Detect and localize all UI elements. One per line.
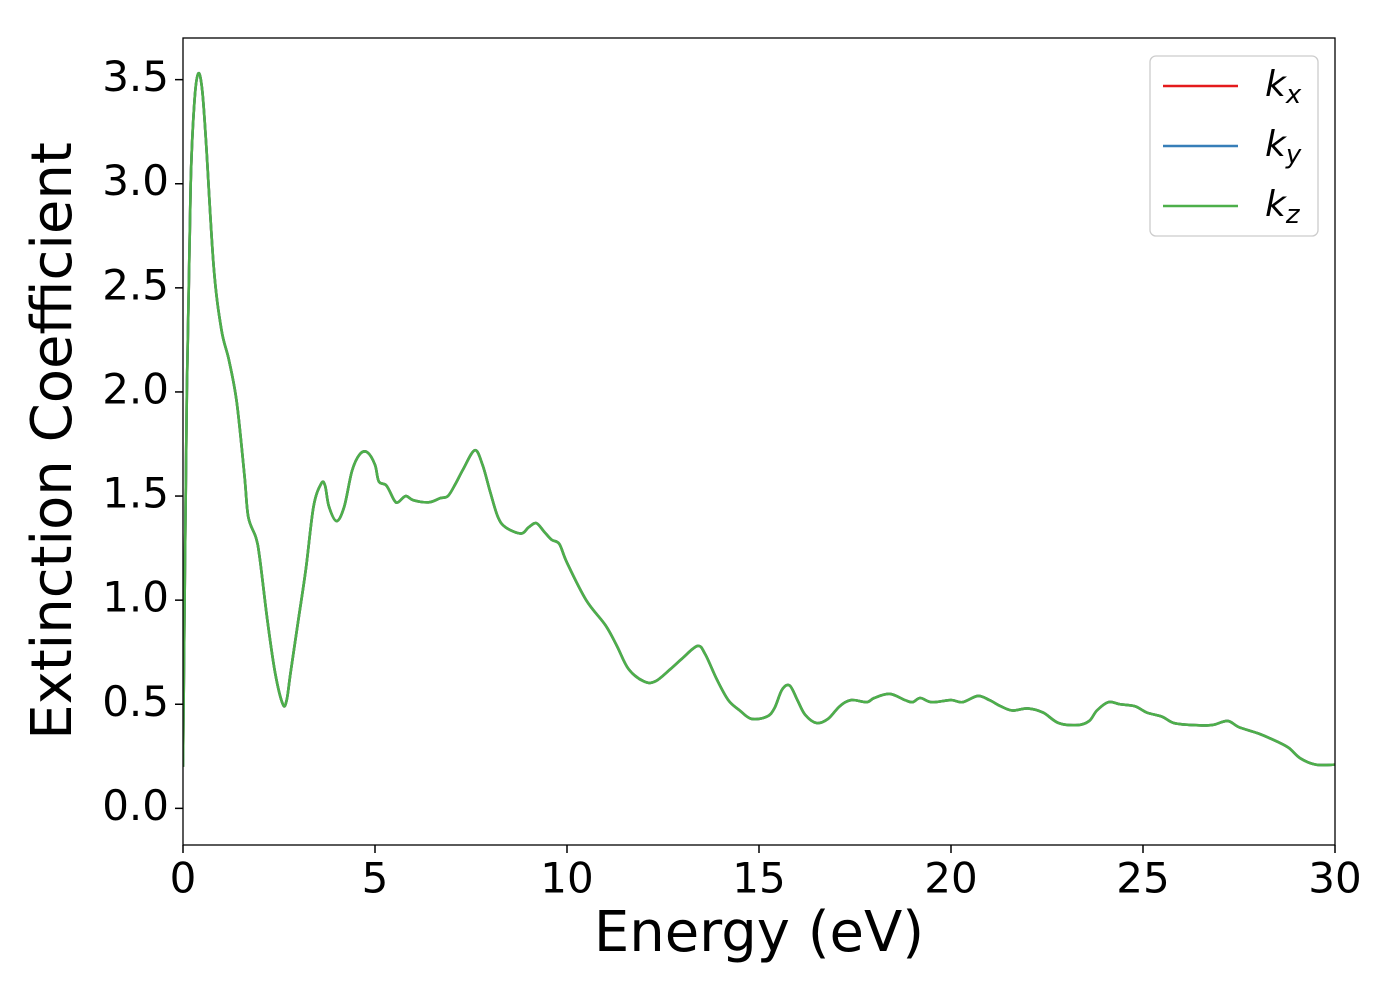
y-axis-label: Extinction Coefficient — [20, 142, 85, 740]
x-axis-label: Energy (eV) — [594, 900, 924, 965]
x-tick-label: 5 — [362, 854, 389, 903]
legend-label: kz — [1265, 184, 1301, 230]
x-tick-label: 0 — [170, 854, 197, 903]
y-tick-label: 0.5 — [102, 677, 169, 726]
y-tick-label: 3.5 — [102, 52, 169, 101]
y-tick-label: 2.0 — [102, 364, 169, 413]
y-tick-label: 1.5 — [102, 469, 169, 518]
x-tick-label: 10 — [540, 854, 593, 903]
plot-frame — [182, 37, 1336, 846]
y-tick-label: 2.5 — [102, 260, 169, 309]
x-tick-label: 15 — [732, 854, 785, 903]
x-tick-label: 25 — [1116, 854, 1169, 903]
y-tick-label: 1.0 — [102, 573, 169, 622]
legend-label: ky — [1265, 124, 1302, 170]
series-line — [183, 71, 1335, 767]
legend-label: kx — [1265, 64, 1302, 110]
x-tick-label: 30 — [1308, 854, 1361, 903]
x-tick-label: 20 — [924, 854, 977, 903]
y-tick-label: 3.0 — [102, 156, 169, 205]
y-tick-label: 0.0 — [102, 781, 169, 830]
